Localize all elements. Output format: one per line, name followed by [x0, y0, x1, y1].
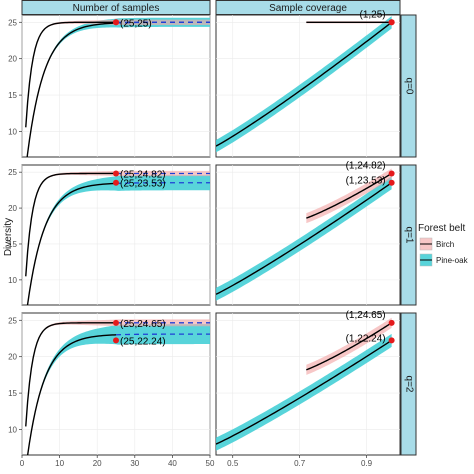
panel: (25,24.65) (25,22.24) — [21, 312, 211, 456]
y-tick-label: 20 — [8, 55, 17, 64]
row-strips: q=0 q=1 q=2 — [400, 14, 417, 456]
extrapolation-line-pine-oak — [115, 21, 210, 24]
data-label: (1,24.82) — [346, 160, 386, 171]
panel-content — [25, 319, 210, 455]
rarefaction-line-pine-oak — [26, 334, 117, 455]
observed-point — [388, 170, 395, 177]
confidence-band-pine-oak — [27, 324, 210, 455]
observed-point — [113, 170, 119, 177]
observed-point — [113, 319, 119, 326]
data-label: (25,25) — [120, 18, 152, 29]
panel-content — [25, 17, 210, 157]
observed-point — [388, 179, 395, 186]
panel-background — [21, 14, 211, 158]
panel: (25,24.82)(25,23.53) — [21, 164, 211, 306]
observed-point — [113, 337, 119, 344]
legend-title: Forest belt — [418, 223, 465, 234]
rarefaction-line-pine-oak — [26, 22, 117, 157]
x-tick-label: 0.5 — [227, 459, 239, 468]
data-label: (25,23.53) — [120, 179, 166, 190]
confidence-band-pine-oak — [27, 175, 210, 305]
x-tick-label: 40 — [168, 459, 177, 468]
coverage-line-pine-oak — [216, 339, 393, 445]
rarefaction-line-birch — [25, 21, 116, 128]
x-tick-label: 50 — [206, 459, 215, 468]
panel-content — [216, 168, 393, 301]
row-strip — [400, 14, 417, 158]
x-tick-label: 0.7 — [294, 459, 306, 468]
y-tick-label: 10 — [8, 128, 17, 137]
y-tick-label: 15 — [8, 389, 17, 398]
panel-content — [216, 317, 393, 451]
coverage-line-pine-oak — [216, 182, 393, 295]
data-label: (25,22.24) — [120, 336, 166, 347]
x-tick-label: 20 — [93, 459, 102, 468]
coverage-line-birch — [306, 172, 393, 219]
axes: 10 15 20 25 10 15 20 25 10 15 20 25 0 10 20 30 40 50 0.5 0.… — [8, 18, 373, 468]
rarefaction-line-pine-oak — [26, 182, 117, 305]
rarefaction-line-birch — [25, 322, 116, 427]
row-strip — [400, 164, 417, 306]
observed-point — [388, 319, 395, 326]
y-axis-title: Diversity — [3, 218, 14, 256]
data-label: (25,24.65) — [120, 319, 166, 330]
extrapolation-line-pine-oak — [115, 182, 210, 185]
x-tick-label: 30 — [130, 459, 139, 468]
x-tick-label: 0 — [20, 459, 25, 468]
column-strip-label: Number of samples — [73, 3, 160, 14]
x-tick-label: 0.9 — [361, 459, 373, 468]
coverage-line-birch — [306, 322, 393, 371]
row-strip — [400, 312, 417, 456]
legend-label: Birch — [436, 240, 454, 249]
y-tick-label: 20 — [8, 353, 17, 362]
x-tick-label: 10 — [55, 459, 64, 468]
row-strip-label: q=0 — [403, 78, 414, 95]
panels: (25,25)(1,25)(25,24.82)(25,23.53)(1,24.8… — [21, 9, 401, 456]
y-tick-label: 25 — [8, 18, 17, 27]
row-strip-label: q=1 — [403, 227, 414, 244]
panel-content — [216, 16, 393, 153]
y-tick-label: 15 — [8, 91, 17, 100]
observed-point — [388, 337, 395, 344]
panel-content — [25, 170, 210, 305]
observed-point — [113, 19, 119, 26]
rarefaction-line-birch — [25, 172, 116, 277]
data-label: (1,24.65) — [346, 310, 386, 321]
panel: (25,25) — [21, 14, 211, 158]
legend: Forest belt Birch Pine-oak — [418, 223, 469, 267]
y-tick-label: 25 — [8, 316, 17, 325]
panel: (1,24.82) (1,23.53) — [215, 160, 401, 306]
data-label: (1,23.53) — [346, 176, 386, 187]
observed-point — [388, 19, 395, 26]
panel: (1,25) — [215, 9, 401, 158]
data-label: (1,22.24) — [346, 333, 386, 344]
panel: (1,24.65) (1,22.24) — [215, 310, 401, 456]
y-tick-label: 25 — [8, 168, 17, 177]
data-label: (25,24.82) — [120, 169, 166, 180]
column-strip-label: Sample coverage — [269, 3, 347, 14]
observed-point — [113, 179, 119, 186]
row-strip-label: q=2 — [403, 376, 414, 393]
y-tick-label: 10 — [8, 276, 17, 285]
y-tick-label: 20 — [8, 204, 17, 213]
data-label: (1,25) — [360, 9, 386, 20]
extrapolation-line-pine-oak — [115, 333, 210, 336]
coverage-line-pine-oak — [216, 21, 393, 147]
y-tick-label: 15 — [8, 240, 17, 249]
column-strips: Number of samples Sample coverage — [21, 0, 401, 15]
y-tick-label: 10 — [8, 426, 17, 435]
legend-label: Pine-oak — [436, 256, 469, 265]
